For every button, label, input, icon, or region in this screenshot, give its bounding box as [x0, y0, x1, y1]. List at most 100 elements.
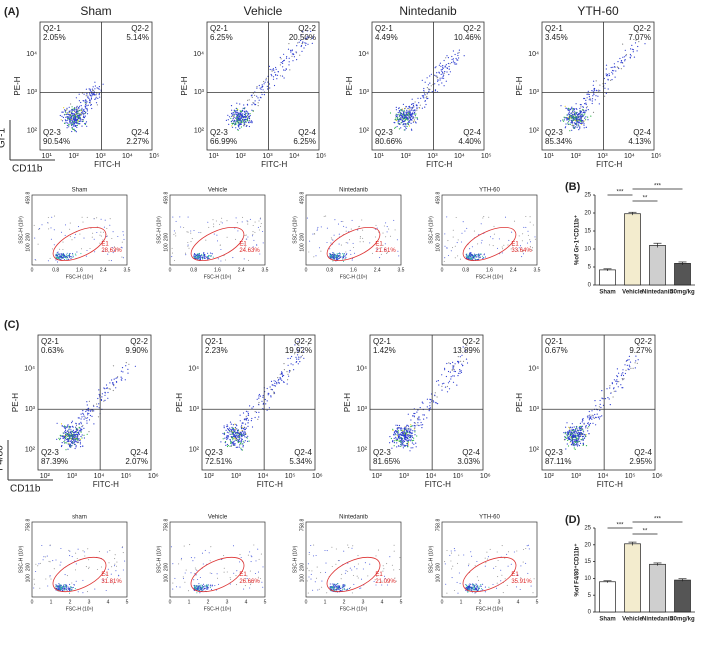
event-dot	[246, 103, 248, 105]
event-dot	[190, 572, 192, 574]
event-dot	[416, 117, 418, 119]
event-dot	[66, 122, 68, 124]
event-dot	[402, 110, 404, 112]
event-dot	[574, 434, 576, 436]
x-tick-label: 10⁵	[453, 473, 464, 480]
event-dot	[286, 383, 288, 385]
x-tick-label: 0	[305, 267, 308, 273]
event-dot	[578, 122, 581, 124]
event-dot	[566, 434, 568, 436]
event-dot	[238, 438, 240, 440]
event-dot	[60, 585, 62, 587]
event-dot	[428, 410, 430, 412]
y-tick-label: 10²	[529, 128, 540, 135]
event-dot	[326, 592, 328, 594]
x-axis-label: FITC-H	[94, 160, 120, 169]
event-dot	[74, 253, 76, 255]
event-dot	[258, 397, 260, 399]
event-dot	[458, 57, 460, 59]
event-dot	[409, 450, 411, 452]
event-dot	[246, 437, 248, 439]
quadrant-name: Q2-2	[130, 337, 148, 346]
event-dot	[342, 220, 344, 223]
event-dot	[300, 45, 302, 48]
event-dot	[217, 258, 219, 260]
event-dot	[420, 97, 422, 99]
x-tick-label: 0	[441, 267, 444, 273]
event-dot	[231, 125, 233, 127]
event-dot	[401, 120, 404, 122]
event-dot	[260, 88, 262, 90]
event-dot	[241, 216, 244, 218]
plot-title: Nintedanib	[399, 4, 457, 18]
event-dot	[480, 223, 482, 225]
event-dot	[74, 124, 77, 127]
event-dot	[575, 116, 578, 118]
event-dot	[364, 562, 366, 564]
event-dot	[572, 115, 575, 117]
event-dot	[381, 584, 383, 586]
x-tick-label: 10⁴	[94, 473, 105, 480]
event-dot	[401, 440, 403, 443]
event-dot	[47, 260, 49, 262]
event-dot	[451, 568, 453, 570]
event-dot	[261, 581, 263, 583]
event-dot	[53, 568, 55, 570]
flow-plot: ShamQ2-12.05%Q2-25.14%Q2-390.54%Q2-42.27…	[13, 4, 160, 169]
event-dot	[569, 430, 571, 432]
event-dot	[411, 113, 413, 115]
event-dot	[236, 119, 238, 121]
event-dot	[483, 254, 485, 256]
event-dot	[291, 355, 293, 358]
event-dot	[103, 250, 105, 252]
event-dot	[85, 122, 87, 124]
event-dot	[73, 113, 75, 115]
event-dot	[69, 427, 71, 429]
x-tick-label: 10⁵	[625, 473, 636, 480]
x-tick-label: 10⁴	[598, 473, 609, 480]
event-dot	[74, 233, 76, 235]
event-dot	[232, 424, 234, 426]
event-dot	[209, 255, 211, 257]
event-dot	[98, 88, 100, 90]
x-tick-label: 10⁵	[651, 153, 662, 160]
event-dot	[457, 52, 459, 54]
y-tick-label: 10³	[194, 89, 205, 96]
event-dot	[331, 254, 333, 256]
event-dot	[574, 126, 576, 128]
event-dot	[80, 112, 83, 114]
event-dot	[280, 62, 282, 64]
event-dot	[353, 566, 356, 568]
event-dot	[240, 449, 242, 451]
event-dot	[608, 398, 610, 400]
event-dot	[345, 226, 347, 228]
event-dot	[201, 552, 204, 554]
event-dot	[59, 583, 61, 585]
event-dot	[397, 117, 399, 119]
event-dot	[223, 433, 225, 436]
event-dot	[86, 101, 88, 103]
event-dot	[585, 435, 587, 437]
event-dot	[421, 107, 423, 109]
event-dot	[585, 427, 587, 429]
event-dot	[232, 437, 234, 439]
event-dot	[64, 586, 66, 588]
event-dot	[587, 109, 589, 111]
event-dot	[295, 356, 297, 358]
event-dot	[446, 592, 448, 594]
event-dot	[580, 122, 582, 124]
event-dot	[568, 430, 570, 432]
event-dot	[254, 100, 256, 102]
event-dot	[573, 435, 575, 437]
event-dot	[87, 104, 89, 106]
event-dot	[240, 433, 242, 436]
event-dot	[572, 119, 575, 121]
event-dot	[634, 42, 637, 44]
event-dot	[461, 354, 463, 356]
event-dot	[406, 109, 408, 111]
event-dot	[369, 242, 371, 244]
y-tick-label: 10³	[27, 89, 38, 96]
event-dot	[502, 248, 504, 250]
event-dot	[85, 104, 87, 106]
event-dot	[461, 232, 463, 234]
